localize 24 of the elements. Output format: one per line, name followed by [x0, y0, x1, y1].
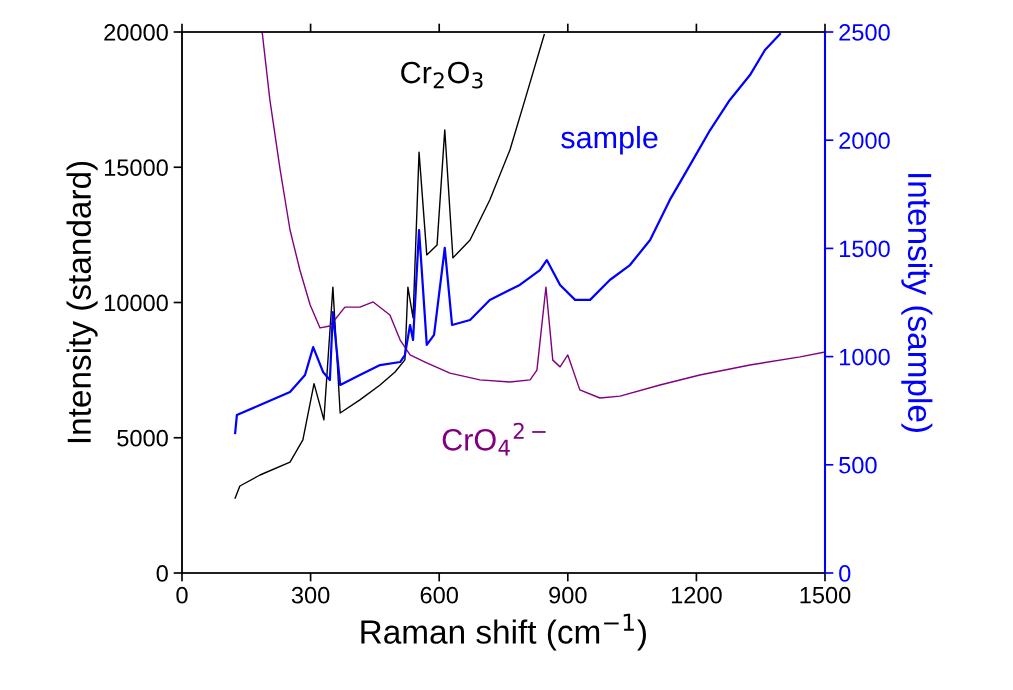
y2-axis-title: Intensity (sample)	[901, 174, 933, 432]
y2-tick-label: 0	[839, 565, 851, 582]
y-tick-label: 15000	[104, 159, 168, 177]
y-tick-label: 0	[156, 565, 168, 582]
y2-tick-label: 500	[839, 456, 877, 474]
y2-tick-label: 1500	[839, 240, 890, 258]
y-tick-label: 10000	[104, 294, 168, 312]
x-tick-label: 1200	[671, 586, 722, 604]
legend-label: Cr$_{2}$O$_{3}$	[401, 61, 483, 89]
series-label: sample	[561, 125, 658, 155]
x-tick-label: 1500	[800, 586, 851, 604]
x-axis-title: Raman shift (cm$^{−1}$)	[361, 613, 646, 651]
x-tick-label: 0	[176, 586, 188, 604]
y-tick-label: 5000	[117, 429, 168, 447]
y-axis-title: Intensity (standard)	[66, 161, 98, 443]
y2-tick-label: 1000	[839, 348, 890, 366]
y2-tick-label: 2000	[839, 132, 890, 149]
y2-tick-label: 2500	[839, 24, 890, 41]
x-tick-label: 900	[549, 586, 587, 604]
series-label: CrO$_{4}$$^{2−}$	[442, 422, 546, 456]
x-tick-label: 600	[420, 586, 458, 604]
x-tick-label: 300	[291, 586, 330, 604]
y-tick-label: 20000	[104, 24, 168, 41]
line-series	[261, 32, 825, 399]
